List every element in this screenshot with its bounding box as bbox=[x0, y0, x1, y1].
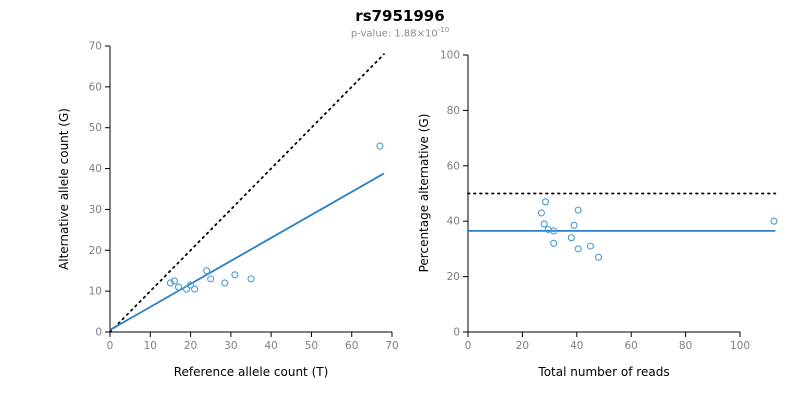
data-point bbox=[541, 198, 550, 206]
data-point bbox=[221, 279, 229, 287]
left-plot-marks: 0 10 20 30 40 50 60 70 0 10 20 30 40 50 60 70 bbox=[89, 41, 399, 353]
y-tick-label: 50 bbox=[89, 122, 102, 134]
figure-subtitle: p-value: 1.88×10-10 bbox=[0, 26, 800, 39]
x-tick-label: 60 bbox=[345, 340, 358, 352]
y-tick-label: 10 bbox=[89, 286, 102, 298]
y-tick-label: 60 bbox=[89, 81, 102, 93]
x-tick-label: 10 bbox=[144, 340, 157, 352]
data-point bbox=[187, 281, 195, 289]
data-point bbox=[595, 253, 603, 261]
x-tick-label: 60 bbox=[625, 340, 638, 352]
y-tick-label: 0 bbox=[453, 327, 460, 339]
y-tick-label: 80 bbox=[447, 105, 460, 117]
data-point bbox=[166, 279, 174, 287]
y-tick-label: 20 bbox=[447, 271, 460, 283]
right-plot-marks: 0 20 40 60 80 100 0 20 40 60 80 100 bbox=[440, 50, 778, 352]
data-point bbox=[182, 285, 191, 293]
x-tick-label: 80 bbox=[679, 340, 692, 352]
left-y-axis-label: Alternative allele count (G) bbox=[57, 108, 71, 270]
x-tick-label: 100 bbox=[730, 340, 750, 352]
data-point bbox=[207, 275, 215, 283]
figure-title: rs7951996 bbox=[355, 7, 445, 25]
data-point bbox=[550, 239, 558, 247]
y-tick-label: 100 bbox=[440, 50, 460, 62]
data-point bbox=[537, 209, 545, 217]
data-point bbox=[574, 206, 582, 214]
data-point bbox=[191, 285, 199, 293]
y-tick-label: 0 bbox=[95, 327, 102, 339]
data-point bbox=[567, 234, 575, 242]
x-tick-label: 20 bbox=[516, 340, 529, 352]
x-tick-label: 50 bbox=[305, 340, 318, 352]
x-tick-label: 20 bbox=[184, 340, 197, 352]
data-point bbox=[574, 245, 582, 253]
y-tick-label: 40 bbox=[89, 163, 102, 175]
x-tick-label: 70 bbox=[385, 340, 398, 352]
data-point bbox=[174, 283, 183, 291]
y-tick-label: 20 bbox=[89, 245, 102, 257]
right-scatter-plot: 0 20 40 60 80 100 0 20 40 60 80 100 Total number of… bbox=[417, 50, 778, 379]
data-point bbox=[247, 275, 255, 283]
identity-line bbox=[109, 53, 385, 333]
pvalue-text: p-value: 1.88×10 bbox=[350, 28, 438, 40]
left-x-axis-label: Reference allele count (T) bbox=[174, 365, 329, 379]
x-tick-label: 40 bbox=[570, 340, 583, 352]
x-tick-label: 0 bbox=[465, 340, 472, 352]
data-point bbox=[570, 221, 578, 229]
y-tick-label: 70 bbox=[89, 41, 102, 53]
data-point bbox=[231, 271, 239, 279]
data-point bbox=[550, 227, 558, 235]
y-tick-label: 40 bbox=[447, 216, 460, 228]
data-point bbox=[376, 142, 384, 150]
y-tick-label: 60 bbox=[447, 160, 460, 172]
right-x-axis-label: Total number of reads bbox=[537, 365, 669, 379]
x-tick-label: 30 bbox=[224, 340, 237, 352]
fit-line bbox=[109, 172, 385, 331]
x-tick-label: 0 bbox=[107, 340, 114, 352]
x-tick-label: 40 bbox=[264, 340, 277, 352]
data-point bbox=[770, 217, 778, 225]
data-point bbox=[203, 267, 211, 275]
right-y-axis-label: Percentage alternative (G) bbox=[417, 114, 431, 273]
data-point bbox=[540, 220, 548, 228]
data-point bbox=[586, 242, 594, 250]
left-scatter-plot: 0 10 20 30 40 50 60 70 0 10 20 30 40 50 60 70 Reference… bbox=[57, 41, 399, 380]
y-tick-label: 30 bbox=[89, 204, 102, 216]
pvalue-exponent: -10 bbox=[437, 26, 450, 34]
data-point bbox=[170, 277, 179, 285]
